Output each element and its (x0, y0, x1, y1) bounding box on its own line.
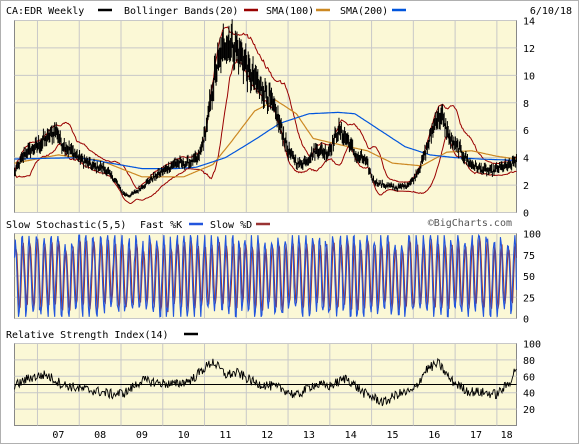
stoch-legend-fastk: Fast %K (140, 220, 182, 231)
watermark: ©BigCharts.com (428, 218, 512, 229)
price-y-tick-label: 10 (523, 71, 535, 82)
price-legend-sma100: SMA(100) (266, 6, 314, 17)
rsi-y-tick-label: 20 (523, 405, 535, 416)
stoch-y-tick-label: 100 (523, 230, 541, 241)
sma100-line (14, 99, 517, 178)
stoch-y-tick-label: 75 (523, 251, 535, 262)
rsi-y-tick-label: 100 (523, 340, 541, 351)
chart-date: 6/10/18 (530, 6, 572, 17)
stoch-y-axis: 0 25 50 75 100 (523, 230, 541, 326)
price-y-tick-label: 14 (523, 17, 535, 28)
price-y-tick-label: 12 (523, 44, 535, 55)
x-tick-label: 16 (428, 430, 440, 441)
rsi-y-axis: 20 40 60 80 100 (523, 340, 541, 417)
x-tick-label: 12 (261, 430, 273, 441)
x-tick-label: 11 (219, 430, 231, 441)
x-tick-label: 07 (52, 430, 64, 441)
rsi-title: Relative Strength Index(14) (6, 330, 169, 341)
x-tick-label: 18 (501, 430, 513, 441)
stoch-series (13, 233, 518, 318)
x-tick-label: 14 (345, 430, 357, 441)
stoch-y-tick-label: 25 (523, 293, 535, 304)
x-tick-label: 09 (136, 430, 148, 441)
price-y-tick-label: 4 (523, 154, 529, 165)
stoch-title: Slow Stochastic(5,5) (6, 220, 126, 231)
rsi-y-tick-label: 40 (523, 389, 535, 400)
x-tick-label: 10 (178, 430, 190, 441)
price-y-tick-label: 0 (523, 209, 529, 220)
price-legend-sma200: SMA(200) (340, 6, 388, 17)
price-legend-symbol: CA:EDR Weekly (6, 6, 84, 17)
x-tick-label: 13 (303, 430, 315, 441)
rsi-series (14, 357, 517, 407)
price-series (14, 19, 517, 205)
x-axis: 07 08 09 10 11 12 13 14 15 16 17 18 (52, 430, 512, 441)
stoch-y-tick-label: 50 (523, 272, 535, 283)
rsi-y-tick-label: 80 (523, 356, 535, 367)
x-tick-label: 15 (386, 430, 398, 441)
sma200-line (14, 111, 517, 170)
price-legend-bollinger: Bollinger Bands(20) (124, 6, 238, 17)
x-tick-label: 17 (470, 430, 482, 441)
price-y-tick-label: 6 (523, 126, 529, 137)
rsi-line (14, 357, 517, 407)
stoch-legend-slowd: Slow %D (210, 220, 252, 231)
price-grid (14, 20, 517, 213)
price-y-axis: 0 2 4 6 8 10 12 14 (523, 17, 535, 220)
bollinger-upper-line (14, 26, 517, 189)
price-y-tick-label: 8 (523, 99, 529, 110)
fast-k-line (13, 233, 518, 318)
rsi-y-tick-label: 60 (523, 372, 535, 383)
stoch-y-tick-label: 0 (523, 315, 529, 326)
price-y-tick-label: 2 (523, 181, 529, 192)
x-tick-label: 08 (94, 430, 106, 441)
